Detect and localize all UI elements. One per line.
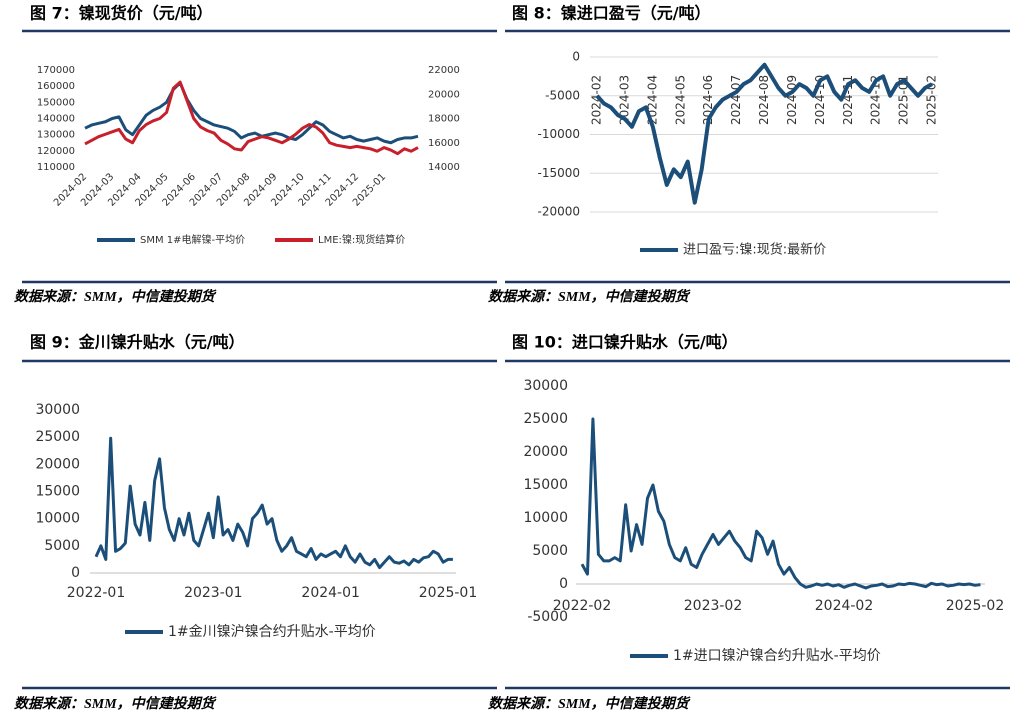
source: 数据来源：SMM，中信建投期货	[488, 695, 691, 712]
y-tick-label: 150000	[37, 97, 75, 108]
y-tick-label: 130000	[37, 130, 75, 141]
legend-label: 1#金川镍沪镍合约升贴水-平均价	[168, 624, 376, 640]
y-tick-label: -5000	[527, 609, 568, 625]
y-tick-label: 0	[71, 565, 80, 581]
y-tick-label: -5000	[545, 88, 580, 102]
source: 数据来源：SMM，中信建投期货	[488, 288, 691, 305]
y-tick-label: 0	[572, 50, 580, 64]
x-tick-label: 2022-01	[67, 585, 126, 601]
series-line	[84, 80, 419, 156]
x-tick-label: 2025-02	[946, 598, 1005, 614]
y-tick-label: 25000	[35, 429, 80, 445]
chart-title: 图 10：进口镍升贴水（元/吨）	[512, 333, 738, 352]
y-tick-label: 10000	[35, 511, 80, 527]
y-tick-label: 10000	[523, 510, 568, 526]
series-line	[595, 62, 933, 205]
chart-title: 图 9：金川镍升贴水（元/吨）	[30, 333, 245, 352]
y2-tick-label: 20000	[428, 89, 460, 100]
x-tick-label: 2024-02	[815, 598, 874, 614]
y2-tick-label: 14000	[428, 162, 460, 173]
x-tick-label: 2024-09	[785, 75, 799, 125]
y-tick-label: 15000	[35, 484, 80, 500]
y-tick-label: 110000	[37, 162, 75, 173]
source: 数据来源：SMM，中信建投期货	[14, 695, 217, 712]
x-tick-label: 2024-01	[301, 585, 360, 601]
x-tick-label: 2022-02	[553, 598, 612, 614]
y-tick-label: 160000	[37, 81, 75, 92]
y-tick-label: 120000	[37, 146, 75, 157]
x-tick-label: 2023-01	[184, 585, 243, 601]
x-tick-label: 2025-01	[419, 585, 478, 601]
legend-label: SMM 1#电解镍-平均价	[140, 233, 245, 246]
x-tick-label: 2024-08	[757, 75, 771, 125]
y-tick-label: 5000	[532, 543, 568, 559]
y-tick-label: 30000	[35, 402, 80, 418]
legend-label: 1#进口镍沪镍合约升贴水-平均价	[673, 648, 881, 664]
y-tick-label: 5000	[44, 538, 80, 554]
y-tick-label: 20000	[35, 456, 80, 472]
legend-label: LME:镍:现货结算价	[318, 233, 405, 246]
series-line	[94, 436, 453, 570]
x-tick-label: 2024-07	[729, 75, 743, 125]
y-tick-label: 30000	[523, 378, 568, 394]
y-tick-label: 0	[559, 576, 568, 592]
y-tick-label: -10000	[537, 127, 580, 141]
y-tick-label: 140000	[37, 114, 75, 125]
y-tick-label: 170000	[37, 65, 75, 76]
x-tick-label: 2024-03	[617, 75, 631, 125]
chart-title: 图 7：镍现货价（元/吨）	[30, 4, 213, 23]
y2-tick-label: 16000	[428, 138, 460, 149]
y-tick-label: 25000	[523, 411, 568, 427]
x-tick-label: 2024-11	[841, 75, 855, 125]
legend-label: 进口盈亏:镍:现货:最新价	[683, 242, 826, 258]
y-tick-label: -15000	[537, 166, 580, 180]
series-line	[580, 417, 981, 590]
x-tick-label: 2024-05	[673, 75, 687, 125]
y-tick-label: 15000	[523, 477, 568, 493]
chart-title: 图 8：镍进口盈亏（元/吨）	[512, 4, 711, 23]
y2-tick-label: 18000	[428, 114, 460, 125]
x-tick-label: 2024-02	[590, 75, 604, 125]
series-line	[84, 81, 419, 145]
x-tick-label: 2023-02	[684, 598, 743, 614]
y-tick-label: -20000	[537, 205, 580, 219]
x-tick-label: 2025-01	[897, 75, 911, 125]
x-tick-label: 2025-02	[925, 75, 939, 125]
y2-tick-label: 22000	[428, 65, 460, 76]
source: 数据来源：SMM，中信建投期货	[14, 288, 217, 305]
y-tick-label: 20000	[523, 444, 568, 460]
